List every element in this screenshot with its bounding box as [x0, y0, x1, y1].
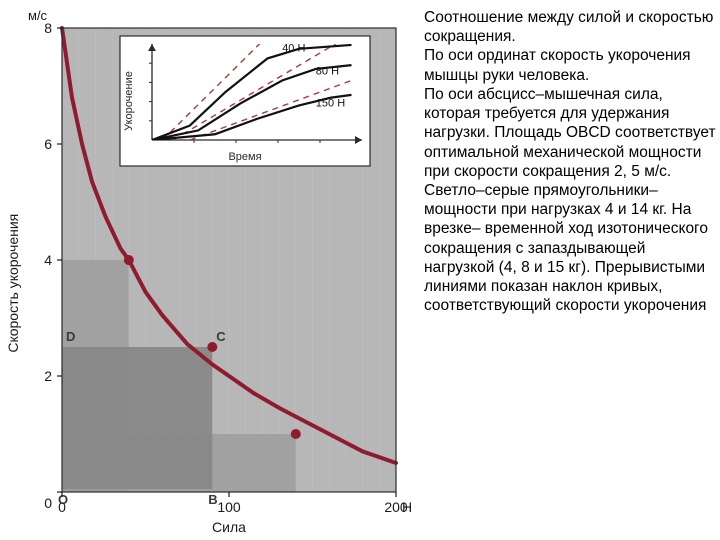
inset-curve-label: 40 Н	[282, 43, 305, 55]
obcd-label-B: B	[208, 492, 217, 507]
x-tick-label: 0	[58, 499, 66, 515]
y-axis-label: Скорость укорочения	[5, 214, 21, 353]
svg-text:0: 0	[44, 495, 52, 511]
curve-marker	[124, 255, 134, 265]
x-tick-label: 100	[217, 499, 241, 515]
curve-marker	[291, 429, 301, 439]
obcd-label-D: D	[66, 329, 75, 344]
inset-y-label: Укорочение	[123, 71, 135, 131]
obcd-label-C: C	[216, 329, 226, 344]
y-unit: м/с	[28, 8, 48, 23]
y-tick-label: 2	[44, 368, 52, 384]
inset-x-label: Время	[228, 151, 261, 163]
description-text: Соотношение между силой и скоростью сокр…	[424, 8, 716, 316]
inset-curve-label: 80 Н	[316, 66, 339, 78]
description-body: Соотношение между силой и скоростью сокр…	[424, 9, 716, 314]
inset-curve-label: 150 Н	[316, 97, 345, 109]
force-velocity-chart: OBCD246801002000м/сНСкорость укороченияС…	[0, 0, 420, 540]
x-axis-label: Сила	[212, 519, 246, 535]
y-tick-label: 6	[44, 136, 52, 152]
x-unit: Н	[402, 499, 412, 515]
y-tick-label: 4	[44, 252, 52, 268]
chart-svg: OBCD246801002000м/сНСкорость укороченияС…	[0, 0, 420, 540]
curve-marker	[207, 342, 217, 352]
